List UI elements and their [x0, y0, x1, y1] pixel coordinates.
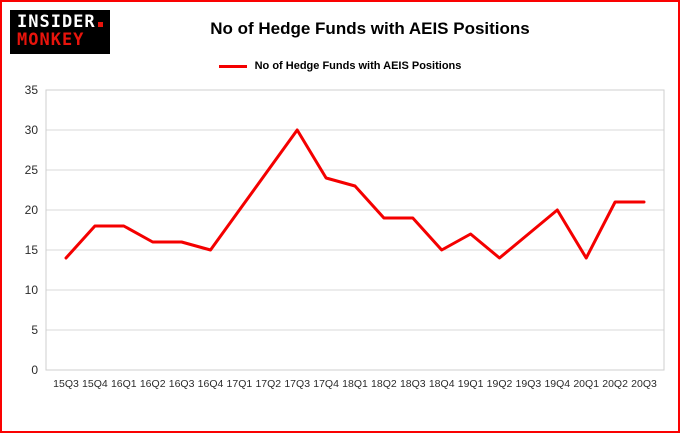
x-tick-label: 17Q4	[313, 378, 339, 390]
logo-monkey-label: MONKEY	[17, 29, 85, 50]
x-tick-label: 15Q4	[82, 378, 108, 390]
x-tick-label: 19Q4	[544, 378, 570, 390]
legend-line-swatch	[218, 64, 247, 68]
plot-border	[45, 89, 665, 371]
x-tick-label: 17Q1	[227, 378, 253, 390]
chart-title: No of Hedge Funds with AEIS Positions	[210, 19, 530, 38]
x-tick-label: 19Q2	[487, 378, 513, 390]
x-tick-label: 16Q3	[169, 378, 195, 390]
legend-label: No of Hedge Funds with AEIS Positions	[254, 60, 462, 72]
legend: No of Hedge Funds with AEIS Positions	[2, 60, 678, 72]
y-tick-label: 20	[25, 203, 39, 217]
x-tick-label: 20Q1	[573, 378, 599, 390]
x-tick-label: 18Q2	[371, 378, 397, 390]
x-tick-label: 16Q4	[198, 378, 224, 390]
x-tick-label: 17Q2	[255, 378, 281, 390]
logo-insider-label: INSIDER	[17, 12, 96, 32]
insider-monkey-logo: INSIDER MONKEY	[10, 10, 110, 54]
logo-red-dot	[97, 22, 103, 27]
x-tick-label: 20Q2	[602, 378, 628, 390]
logo-monkey-text: MONKEY	[17, 29, 103, 50]
y-tick-label: 0	[31, 363, 38, 377]
x-tick-label: 18Q4	[429, 378, 455, 390]
x-tick-label: 19Q3	[516, 378, 542, 390]
x-tick-label: 16Q1	[111, 378, 137, 390]
logo-insider-text: INSIDER	[17, 12, 103, 32]
y-tick-label: 5	[31, 323, 38, 337]
x-tick-label: 18Q1	[342, 378, 368, 390]
x-tick-label: 18Q3	[400, 378, 426, 390]
x-tick-label: 20Q3	[631, 378, 657, 390]
x-tick-label: 15Q3	[53, 378, 79, 390]
x-tick-label: 19Q1	[458, 378, 484, 390]
y-tick-label: 30	[25, 123, 39, 137]
data-line	[64, 128, 646, 260]
y-tick-label: 10	[25, 283, 39, 297]
x-tick-label: 16Q2	[140, 378, 166, 390]
y-tick-label: 25	[25, 163, 39, 177]
y-tick-label: 35	[25, 83, 39, 97]
x-tick-label: 17Q3	[284, 378, 310, 390]
y-tick-label: 15	[25, 243, 39, 257]
